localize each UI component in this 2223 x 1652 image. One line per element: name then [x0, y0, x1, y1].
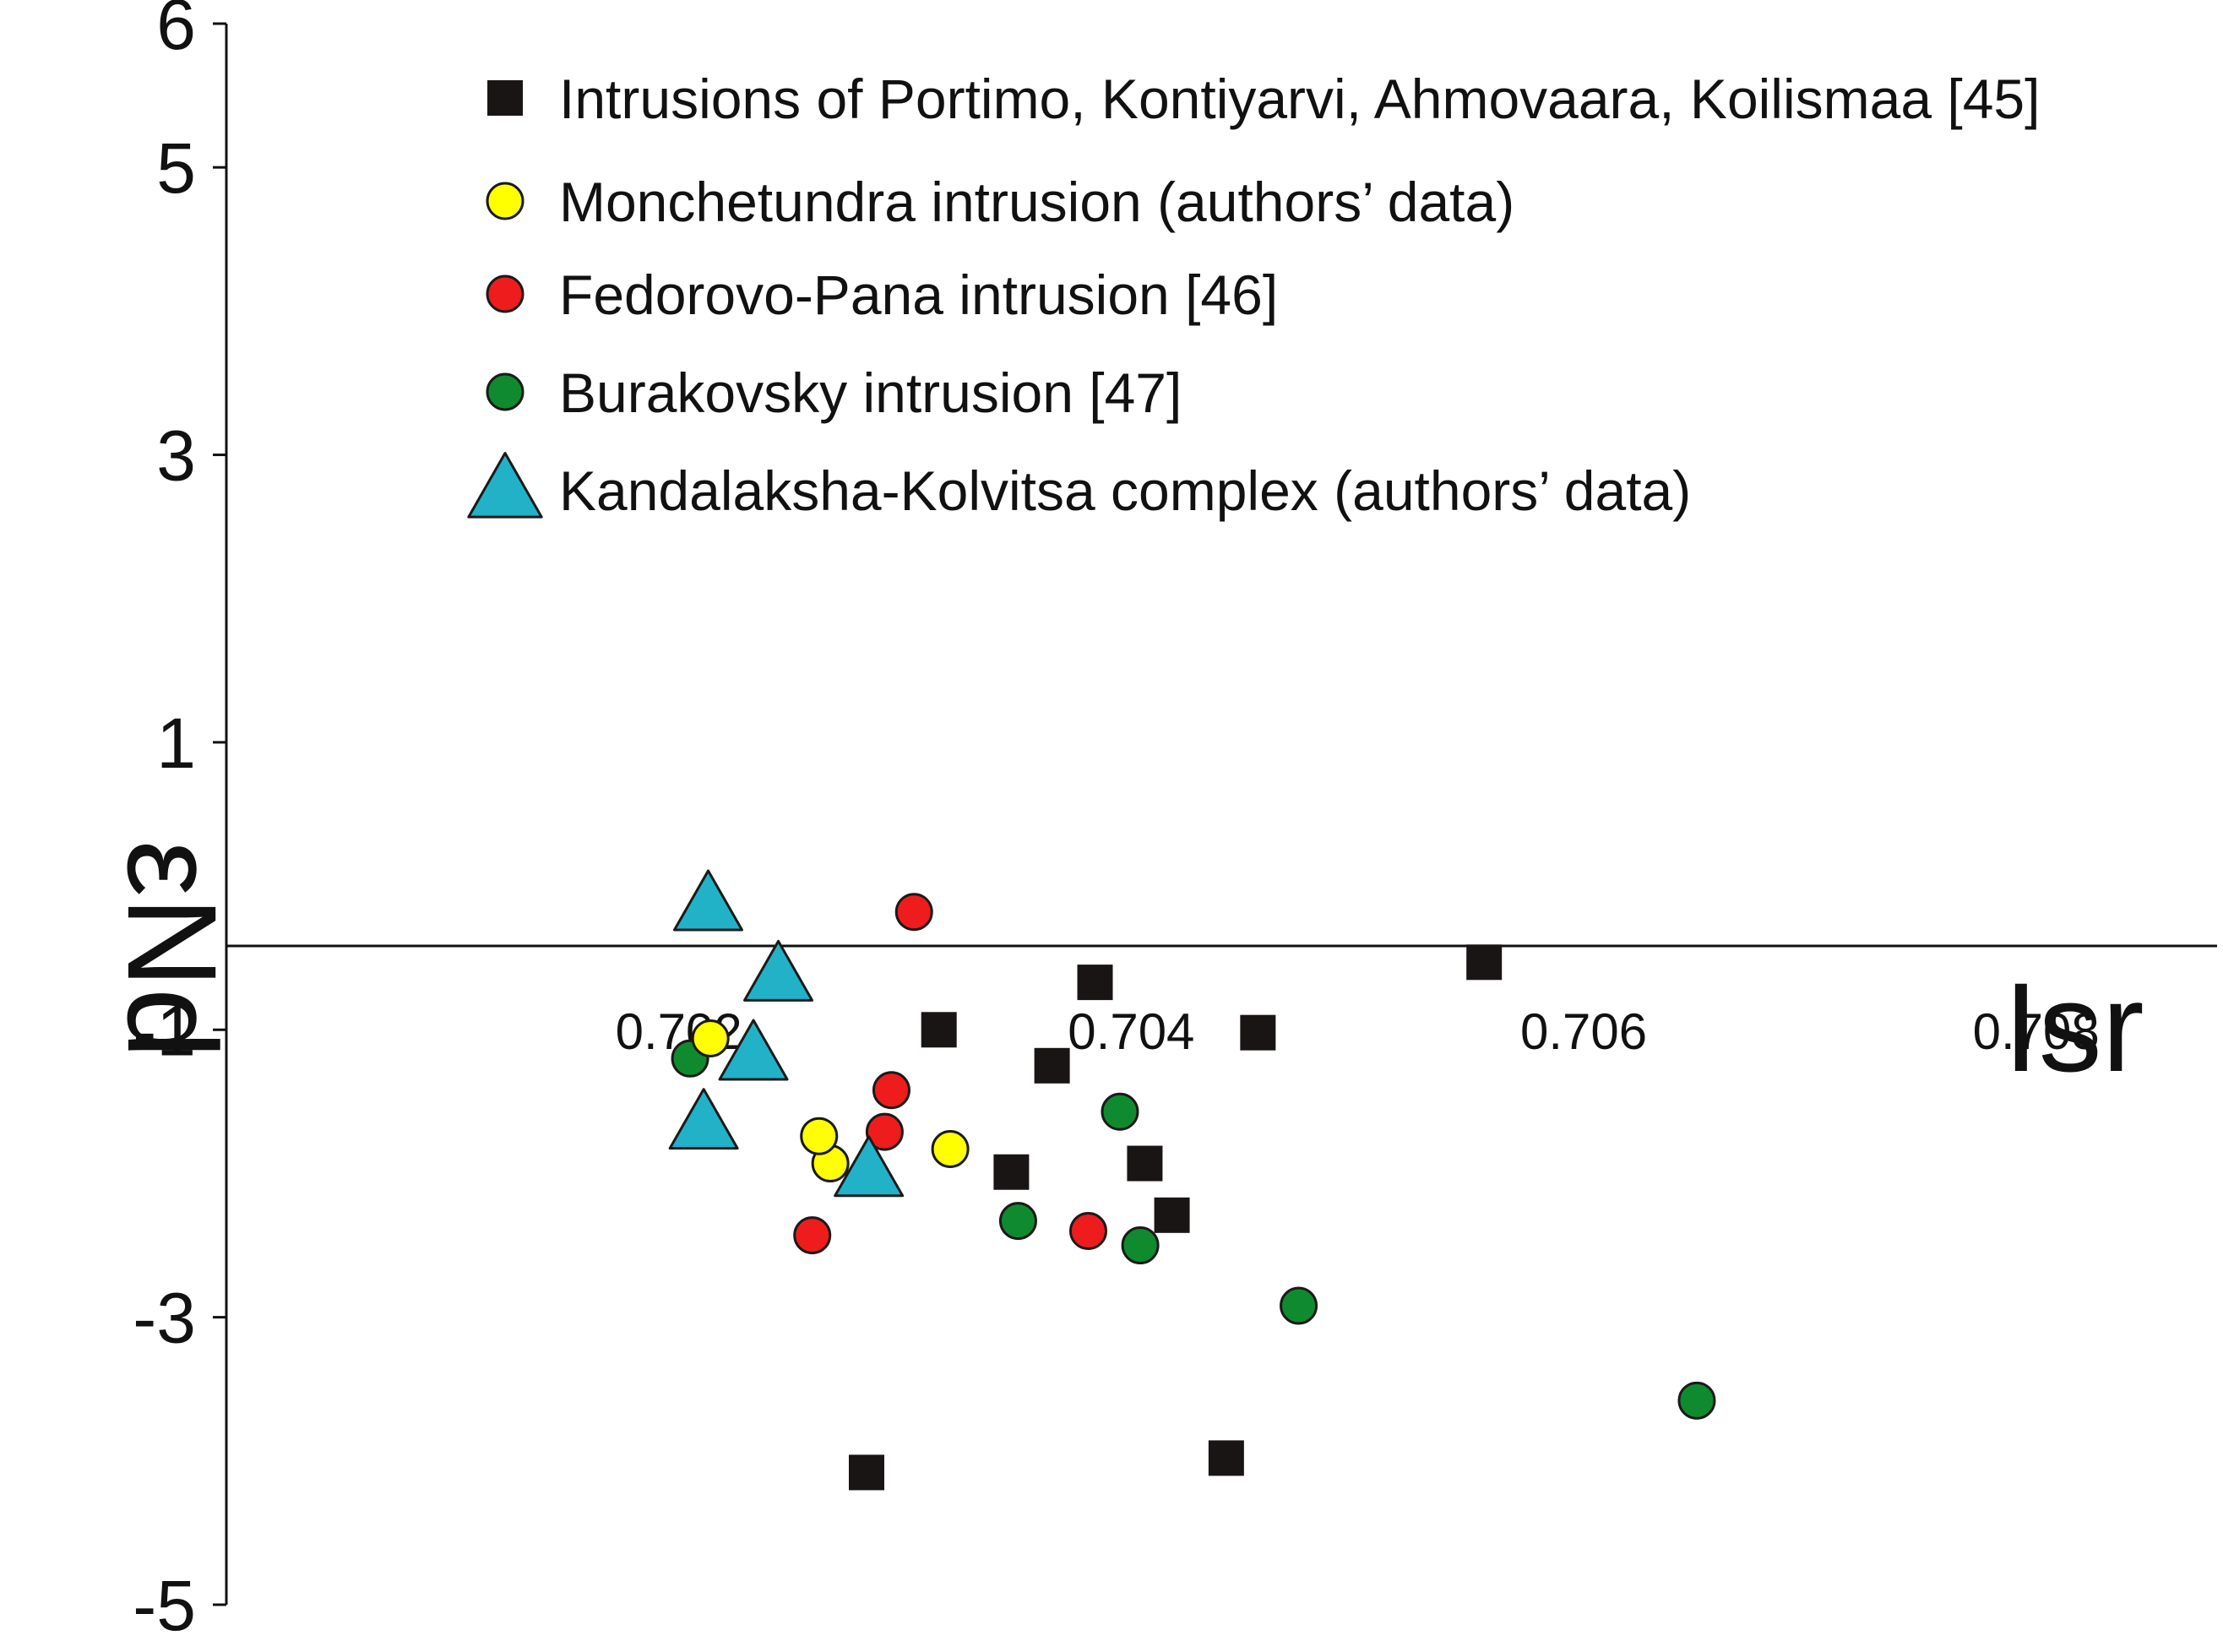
- x-tick-labels: 0.702 0.704 0.706 0.708: [616, 1003, 2100, 1060]
- y-tick-labels: 6 5 3 1 -1 -3 -5: [133, 0, 226, 1645]
- square-data-point: [1077, 965, 1113, 1001]
- square-data-point: [1127, 1145, 1163, 1182]
- circle-data-point: [1121, 1226, 1160, 1265]
- square-data-point: [921, 1012, 957, 1048]
- square-data-point: [1240, 1014, 1276, 1051]
- circle-data-point: [1068, 1212, 1107, 1251]
- legend-label: Burakovsky intrusion [47]: [559, 361, 1182, 424]
- triangle-data-point: [668, 1088, 739, 1150]
- circle-data-point: [793, 1216, 832, 1255]
- legend-label: Intrusions of Portimo, Kontiyarvi, Ahmov…: [559, 68, 2040, 130]
- circle-data-point: [1101, 1092, 1139, 1131]
- triangle-data-point: [743, 939, 814, 1002]
- circle-data-point: [872, 1071, 910, 1110]
- legend-label: Monchetundra intrusion (authors’ data): [559, 171, 1514, 233]
- square-data-point: [1154, 1197, 1190, 1233]
- x-tick-label: 0.708: [1973, 1003, 2100, 1060]
- legend-label: Fedorovo-Pana intrusion [46]: [559, 264, 1278, 326]
- circle-data-point: [1280, 1286, 1318, 1325]
- circle-data-point: [894, 893, 933, 932]
- square-data-point: [1034, 1047, 1070, 1084]
- circle-data-point: [800, 1117, 839, 1155]
- square-data-point: [1466, 944, 1503, 981]
- y-tick-label: 3: [156, 416, 196, 496]
- triangle-data-point: [834, 1135, 905, 1198]
- circle-data-point: [1677, 1381, 1716, 1420]
- triangle-data-point: [718, 1019, 789, 1081]
- y-axis-title: εNd: [101, 840, 243, 1059]
- square-data-point: [848, 1454, 884, 1491]
- y-tick-label: -1: [133, 991, 196, 1070]
- x-tick-label: 0.706: [1520, 1003, 1647, 1060]
- legend-circle-marker: [486, 372, 524, 411]
- triangle-data-point: [673, 869, 744, 932]
- legend-triangle-marker: [467, 452, 543, 519]
- y-tick-label: 6: [156, 0, 196, 64]
- y-tick-label: -3: [133, 1279, 196, 1358]
- y-tick-label: 1: [156, 704, 196, 783]
- legend-circle-marker: [486, 274, 524, 313]
- legend-label: Kandalaksha-Kolvitsa complex (authors’ d…: [559, 459, 1691, 522]
- x-tick-label: 0.704: [1068, 1003, 1194, 1060]
- y-tick-label: -5: [133, 1566, 196, 1645]
- square-data-point: [993, 1154, 1030, 1190]
- legend: Intrusions of Portimo, Kontiyarvi, Ahmov…: [467, 68, 2040, 522]
- circle-data-point: [998, 1202, 1037, 1241]
- x-axis-title: Isr: [2003, 956, 2144, 1098]
- legend-square-marker: [487, 80, 523, 116]
- circle-data-point: [865, 1112, 904, 1151]
- y-tick-label: 5: [156, 128, 196, 208]
- data-points: [668, 869, 1716, 1491]
- circle-data-point: [931, 1130, 970, 1169]
- circle-data-point: [691, 1019, 730, 1057]
- square-data-point: [1208, 1440, 1244, 1476]
- legend-circle-marker: [486, 182, 524, 220]
